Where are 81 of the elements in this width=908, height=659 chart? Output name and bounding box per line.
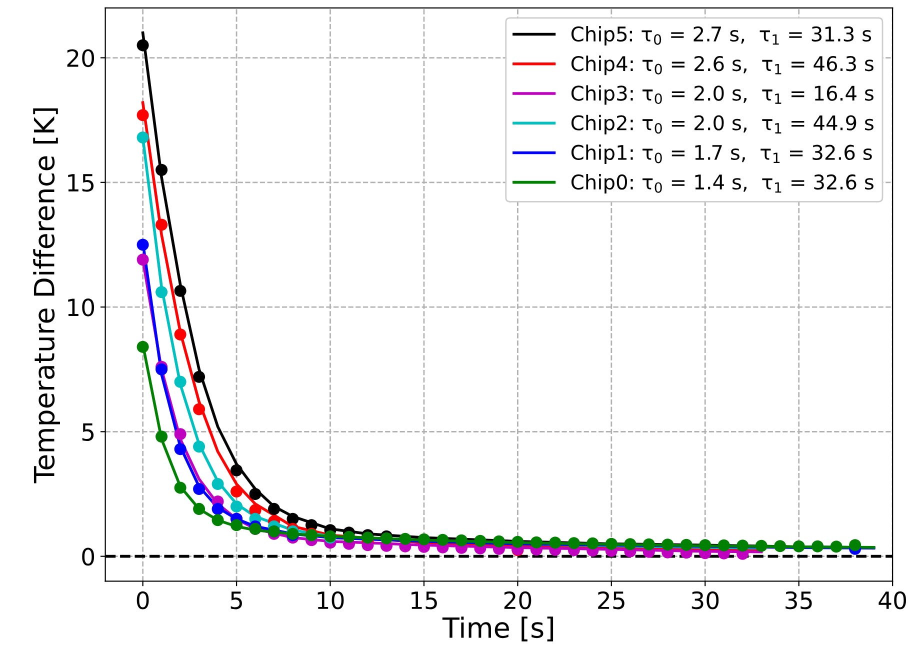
- point: [755, 540, 768, 552]
- point: [212, 514, 224, 526]
- point: [624, 538, 636, 550]
- point: [174, 482, 186, 494]
- point: [418, 533, 430, 546]
- point: [362, 532, 374, 544]
- point: [230, 500, 243, 512]
- point: [812, 540, 824, 552]
- point: [680, 538, 692, 551]
- x-tick-label: 35: [786, 591, 812, 610]
- y-tick-label: 15: [68, 174, 94, 192]
- point: [642, 538, 655, 550]
- point: [156, 430, 168, 443]
- point: [718, 539, 730, 552]
- x-tick-label: 5: [230, 592, 242, 610]
- point: [230, 464, 243, 476]
- legend-label: Chip2: τ$_{0}$ = 2.0 s, τ$_{1}$ = 44.9 s: [571, 114, 874, 134]
- legend-label: Chip5: τ$_{0}$ = 2.7 s, τ$_{1}$ = 31.3 s: [571, 26, 872, 46]
- x-tick-label: 0: [136, 591, 149, 610]
- point: [174, 328, 186, 340]
- point: [230, 485, 243, 498]
- y-tick-label: 20: [67, 49, 94, 68]
- point: [830, 540, 842, 553]
- x-axis-title: Time [s]: [442, 616, 554, 642]
- point: [605, 538, 618, 550]
- point: [174, 443, 186, 456]
- point: [136, 39, 149, 52]
- point: [156, 164, 168, 176]
- point: [586, 537, 599, 550]
- legend-label: Chip3: τ$_{0}$ = 2.0 s, τ$_{1}$ = 16.4 s: [571, 85, 874, 105]
- point: [774, 540, 786, 552]
- point: [156, 363, 168, 376]
- legend-label: Chip4: τ$_{0}$ = 2.6 s, τ$_{1}$ = 46.3 s: [571, 56, 874, 76]
- x-tick-label: 40: [878, 591, 906, 610]
- point: [136, 238, 149, 251]
- point: [174, 428, 186, 440]
- x-tick-label: 15: [412, 592, 437, 610]
- point: [193, 502, 206, 515]
- point: [212, 502, 224, 515]
- point: [399, 532, 412, 545]
- point: [736, 540, 749, 552]
- point: [849, 539, 862, 552]
- point: [230, 519, 243, 532]
- point: [156, 218, 168, 231]
- point: [568, 537, 580, 550]
- point: [249, 488, 262, 500]
- point: [136, 109, 149, 122]
- point: [512, 536, 524, 548]
- y-tick-label: 10: [68, 298, 94, 316]
- legend-label: Chip1: τ$_{0}$ = 1.7 s, τ$_{1}$ = 32.6 s: [571, 144, 872, 164]
- point: [286, 512, 299, 525]
- y-tick-label: 5: [82, 423, 94, 441]
- point: [174, 284, 186, 297]
- point: [193, 440, 206, 453]
- legend-label: Chip0: τ$_{0}$ = 1.4 s, τ$_{1}$ = 32.6 s: [571, 174, 874, 194]
- point: [193, 370, 206, 383]
- point: [136, 254, 149, 266]
- x-tick-label: 30: [692, 591, 719, 610]
- y-tick-label: 0: [82, 548, 94, 566]
- point: [174, 376, 186, 388]
- x-tick-label: 20: [504, 591, 532, 610]
- x-tick-label: 10: [318, 591, 344, 610]
- point: [436, 534, 449, 546]
- point: [662, 538, 674, 551]
- point: [699, 539, 712, 552]
- point: [549, 536, 562, 549]
- point: [212, 478, 224, 490]
- point: [193, 482, 206, 496]
- x-tick-label: 25: [598, 591, 624, 610]
- point: [455, 534, 468, 546]
- point: [474, 534, 486, 547]
- point: [193, 403, 206, 416]
- point: [530, 536, 542, 548]
- y-axis-title: Temperature Difference [K]: [33, 108, 60, 484]
- point: [792, 540, 805, 552]
- point: [136, 340, 149, 353]
- point: [342, 530, 356, 543]
- point: [136, 132, 149, 144]
- point: [268, 502, 280, 515]
- point: [156, 286, 168, 298]
- point: [492, 535, 505, 548]
